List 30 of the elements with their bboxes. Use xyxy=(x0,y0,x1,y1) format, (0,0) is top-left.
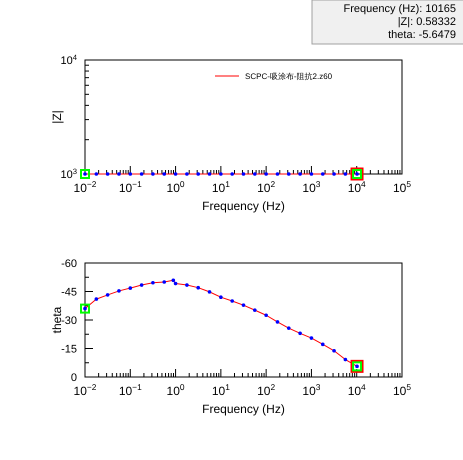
y-tick-label: -60 xyxy=(61,258,77,270)
x-tick-label: 10$^{−1}$ xyxy=(118,382,142,398)
y-tick-label: -15 xyxy=(61,344,77,356)
x-tick-label: 10$^{5}$ xyxy=(392,382,412,398)
x-tick-label: 10$^{1}$ xyxy=(212,382,230,398)
y-tick-label: 0 xyxy=(70,372,77,384)
x-tick-label: 10$^{2}$ xyxy=(257,382,276,398)
x-tick-label: 10$^{−2}$ xyxy=(74,179,97,195)
x-tick-label: 10$^{−2}$ xyxy=(74,382,97,398)
legend-label: SCPC-吸涂布-阻抗2.z60 xyxy=(245,72,333,81)
text: |Z|: 0.58332 xyxy=(398,16,456,28)
y-tick-label: -30 xyxy=(61,315,77,327)
x-tick-label: 10$^{2}$ xyxy=(257,179,276,195)
y-tick-label: 10$^{4}$ xyxy=(60,52,78,67)
x-axis-title: Frequency (Hz) xyxy=(202,402,285,416)
x-tick-label: 10$^{−1}$ xyxy=(118,179,142,195)
y-tick-label: -45 xyxy=(61,286,77,298)
x-tick-label: 10$^{0}$ xyxy=(166,179,185,195)
x-tick-label: 10$^{4}$ xyxy=(348,179,366,195)
x-tick-label: 10$^{4}$ xyxy=(348,382,366,398)
x-tick-label: 10$^{1}$ xyxy=(212,179,230,195)
y-tick-label: 10$^{3}$ xyxy=(60,166,77,181)
x-tick-label: 10$^{3}$ xyxy=(302,179,321,195)
y-axis-title: |Z| xyxy=(50,110,64,124)
x-tick-label: 10$^{3}$ xyxy=(302,382,321,398)
x-tick-label: 10$^{5}$ xyxy=(392,179,412,195)
x-tick-label: 10$^{0}$ xyxy=(166,382,185,398)
x-axis-title: Frequency (Hz) xyxy=(202,199,285,213)
text: theta: -5.6479 xyxy=(388,29,456,41)
text: Frequency (Hz): 10165 xyxy=(344,3,456,15)
